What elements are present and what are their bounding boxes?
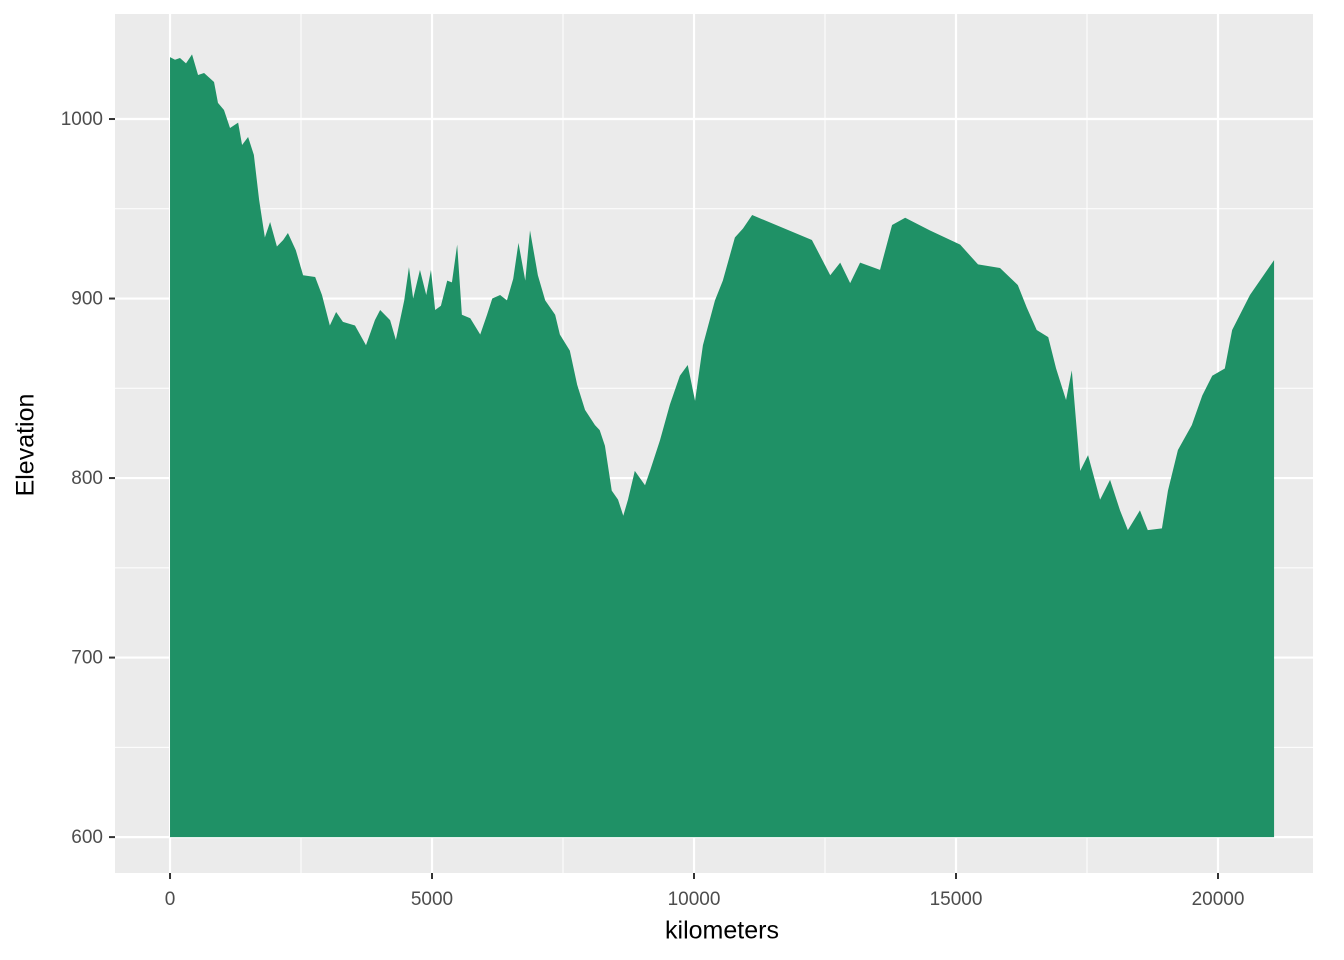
- y-tick-label: 600: [71, 827, 103, 848]
- area: [170, 54, 1275, 838]
- y-tick-label: 700: [71, 648, 103, 669]
- y-tick-label: 800: [71, 468, 103, 489]
- x-tick-label: 10000: [668, 889, 721, 910]
- x-tick-label: 0: [165, 889, 176, 910]
- x-tick-label: 20000: [1192, 889, 1245, 910]
- x-axis-title: kilometers: [665, 917, 779, 945]
- y-tick-label: 1000: [61, 109, 103, 130]
- x-tick-label: 5000: [411, 889, 453, 910]
- y-tick-label: 900: [71, 289, 103, 310]
- y-axis-title: Elevation: [12, 394, 40, 497]
- x-tick-label: 15000: [930, 889, 983, 910]
